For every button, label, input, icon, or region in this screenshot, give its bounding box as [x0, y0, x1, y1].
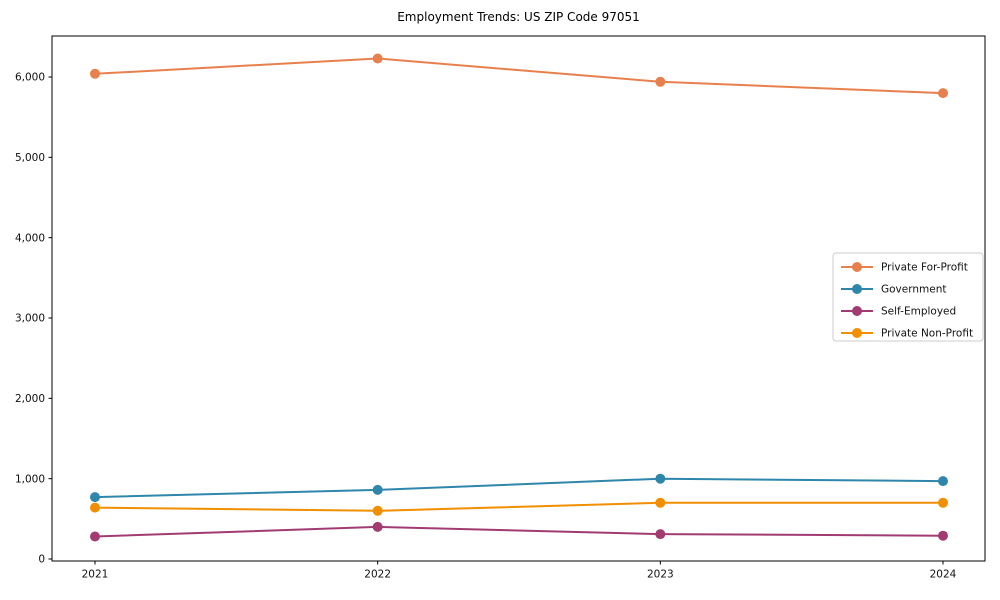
- data-point: [372, 53, 383, 64]
- y-tick-label: 3,000: [15, 313, 45, 325]
- y-tick-label: 5,000: [15, 152, 45, 164]
- legend-label: Self-Employed: [881, 306, 956, 318]
- series-lines: [90, 53, 948, 542]
- legend-marker-dot: [852, 262, 862, 272]
- data-point: [90, 492, 100, 503]
- data-point: [90, 68, 100, 79]
- y-tick-label: 4,000: [15, 232, 45, 244]
- data-point: [372, 505, 383, 516]
- legend-marker-dot: [852, 284, 862, 294]
- x-axis: 2021 2022 2023 2024: [82, 561, 957, 581]
- legend-label: Government: [881, 284, 946, 296]
- data-point: [655, 76, 666, 87]
- data-point: [655, 497, 666, 508]
- y-tick-label: 6,000: [15, 72, 45, 84]
- x-tick-label: 2024: [930, 569, 957, 581]
- data-point: [90, 502, 100, 513]
- y-tick-label: 1,000: [15, 473, 45, 485]
- data-point: [938, 530, 948, 541]
- legend-marker-dot: [852, 328, 862, 338]
- chart-title: Employment Trends: US ZIP Code 97051: [397, 10, 640, 24]
- x-tick-label: 2021: [82, 569, 109, 581]
- data-point: [655, 529, 666, 540]
- y-tick-label: 2,000: [15, 393, 45, 405]
- data-point: [938, 88, 948, 99]
- data-point: [372, 521, 383, 532]
- data-point: [938, 476, 948, 487]
- x-tick-label: 2023: [647, 569, 674, 581]
- y-axis: 0 1,000 2,000 3,000 4,000 5,000 6,000: [15, 72, 52, 566]
- data-point: [655, 473, 666, 484]
- legend-marker-dot: [852, 306, 862, 316]
- data-point: [372, 484, 383, 495]
- series-line-2: [94, 525, 944, 538]
- legend: Private For-Profit Government Self-Employe…: [832, 252, 984, 342]
- plot-area-border: [51, 35, 986, 562]
- series-line-3: [94, 501, 943, 512]
- x-tick-label: 2022: [364, 569, 391, 581]
- series-line-0: [94, 57, 944, 95]
- series-line-1: [94, 477, 944, 499]
- y-tick-label: 0: [38, 554, 45, 566]
- data-point: [938, 497, 948, 508]
- legend-box: [832, 252, 984, 342]
- legend-label: Private For-Profit: [881, 262, 968, 274]
- legend-label: Private Non-Profit: [881, 328, 973, 340]
- data-point: [90, 531, 100, 542]
